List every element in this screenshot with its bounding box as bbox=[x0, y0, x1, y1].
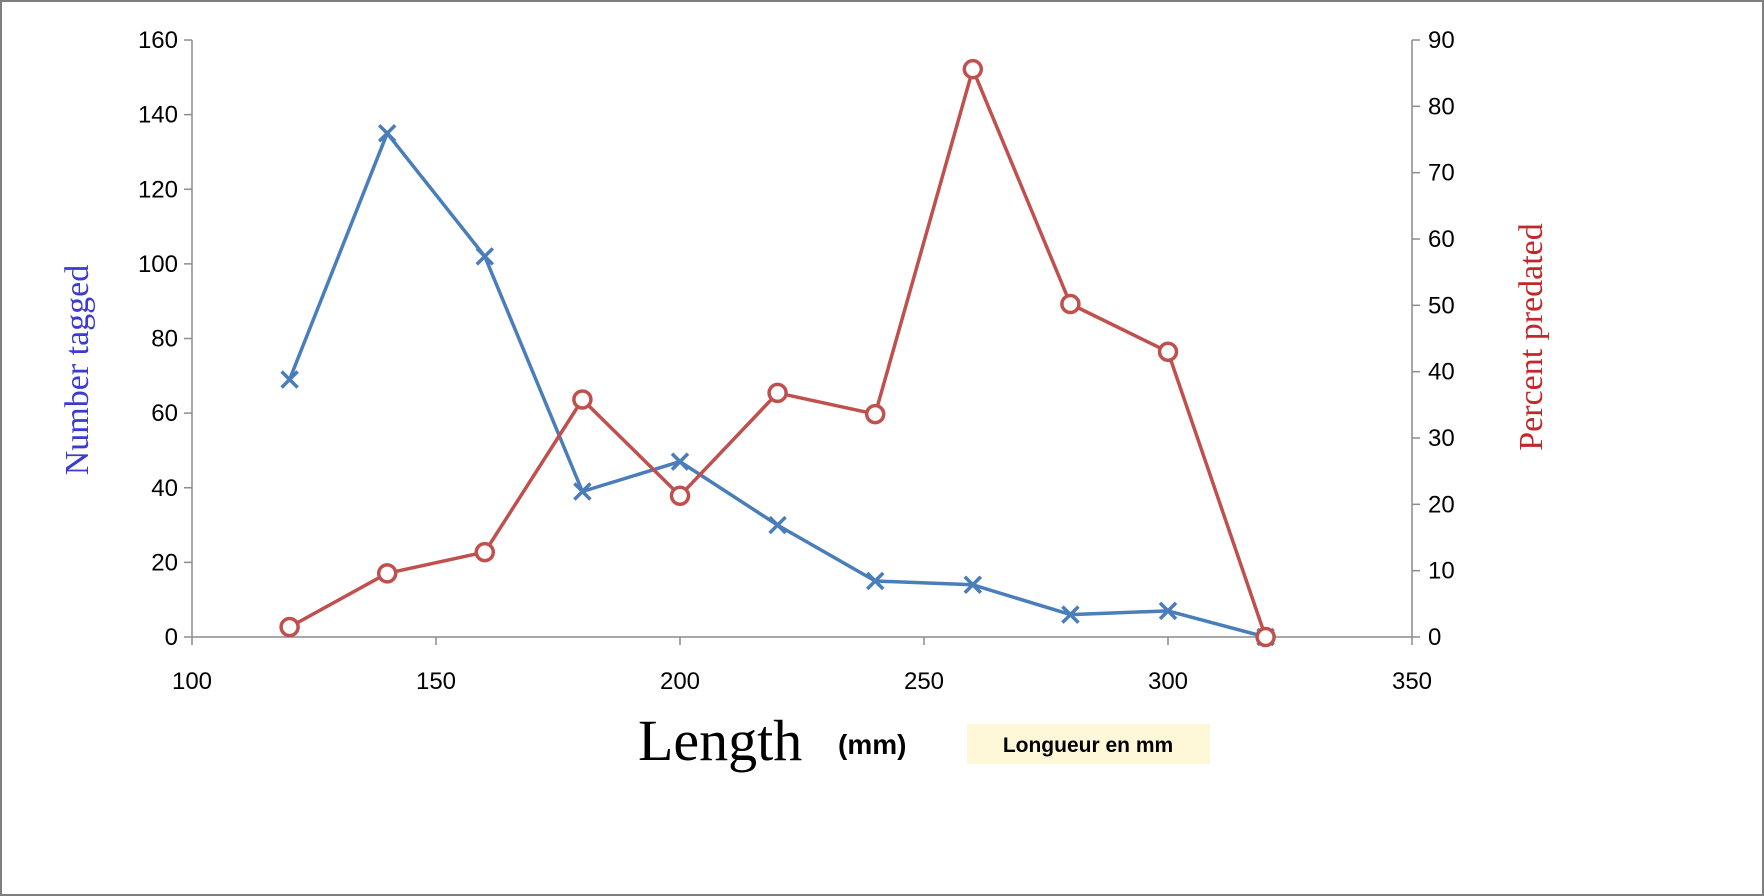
y-left-tick-label: 0 bbox=[165, 624, 178, 651]
y-right-tick-label: 30 bbox=[1428, 425, 1455, 452]
x-axis-label: Length bbox=[638, 708, 802, 773]
y-right-tick-label: 40 bbox=[1428, 359, 1455, 386]
x-tick-label: 150 bbox=[416, 668, 456, 695]
number-tagged-point bbox=[280, 370, 299, 389]
percent-predated-point bbox=[1060, 293, 1081, 315]
y-left-tick-label: 80 bbox=[151, 326, 178, 353]
annotation-box bbox=[967, 724, 1210, 764]
y-left-tick-label: 60 bbox=[151, 400, 178, 427]
y-right-tick-label: 70 bbox=[1428, 160, 1455, 187]
x-tick-label: 100 bbox=[172, 668, 212, 695]
x-axis-unit: (mm) bbox=[838, 729, 906, 760]
y-right-tick-label: 20 bbox=[1428, 491, 1455, 518]
number-tagged-point bbox=[1061, 605, 1080, 624]
percent-predated-point bbox=[1255, 626, 1276, 648]
y-right-tick-label: 80 bbox=[1428, 93, 1455, 120]
y-left-tick-label: 100 bbox=[138, 251, 178, 278]
percent-predated-point bbox=[962, 58, 984, 80]
number-tagged-point bbox=[475, 247, 495, 266]
percent-predated-point bbox=[474, 541, 496, 563]
number-tagged-point bbox=[573, 482, 592, 501]
number-tagged-point bbox=[670, 452, 690, 471]
tick-labels: 0 20 40 60 80 100 120 140 160 0 10 20 30 40 50 60 70 80 90… bbox=[138, 27, 1455, 695]
number-tagged-point bbox=[865, 571, 885, 591]
y-right-tick-label: 10 bbox=[1428, 558, 1455, 585]
number-tagged-point bbox=[377, 124, 397, 143]
y-left-tick-label: 20 bbox=[151, 549, 178, 576]
percent-predated-point bbox=[279, 616, 300, 638]
series-percent-predated bbox=[279, 58, 1276, 648]
percent-predated-point bbox=[669, 485, 691, 506]
percent-predated-line bbox=[288, 67, 1268, 638]
series-layer bbox=[279, 58, 1276, 648]
y-left-tick-label: 120 bbox=[138, 176, 178, 203]
y-left-tick-label: 160 bbox=[138, 27, 178, 54]
y-axis-right-label: Percent predated bbox=[1513, 223, 1550, 451]
y-left-tick-label: 140 bbox=[138, 102, 178, 129]
percent-predated-point bbox=[864, 403, 886, 425]
y-right-tick-label: 0 bbox=[1428, 624, 1441, 651]
y-right-tick-label: 60 bbox=[1428, 226, 1455, 253]
x-tick-label: 350 bbox=[1392, 668, 1432, 695]
axes bbox=[184, 39, 1420, 645]
y-right-tick-label: 50 bbox=[1428, 292, 1455, 319]
percent-predated-point bbox=[376, 563, 398, 584]
y-left-tick-label: 40 bbox=[151, 475, 178, 502]
y-axis-left-label: Number tagged bbox=[59, 265, 96, 476]
annotation-text: Longueur en mm bbox=[1003, 734, 1173, 757]
number-tagged-point bbox=[1158, 601, 1178, 621]
percent-predated-point bbox=[1157, 341, 1179, 363]
number-tagged-point bbox=[768, 515, 787, 535]
x-tick-label: 200 bbox=[660, 668, 700, 695]
x-tick-label: 250 bbox=[904, 668, 944, 695]
percent-predated-point bbox=[767, 382, 788, 404]
x-tick-label: 300 bbox=[1148, 668, 1188, 695]
number-tagged-point bbox=[963, 575, 983, 595]
y-right-tick-label: 90 bbox=[1428, 27, 1455, 54]
percent-predated-point bbox=[572, 389, 593, 410]
